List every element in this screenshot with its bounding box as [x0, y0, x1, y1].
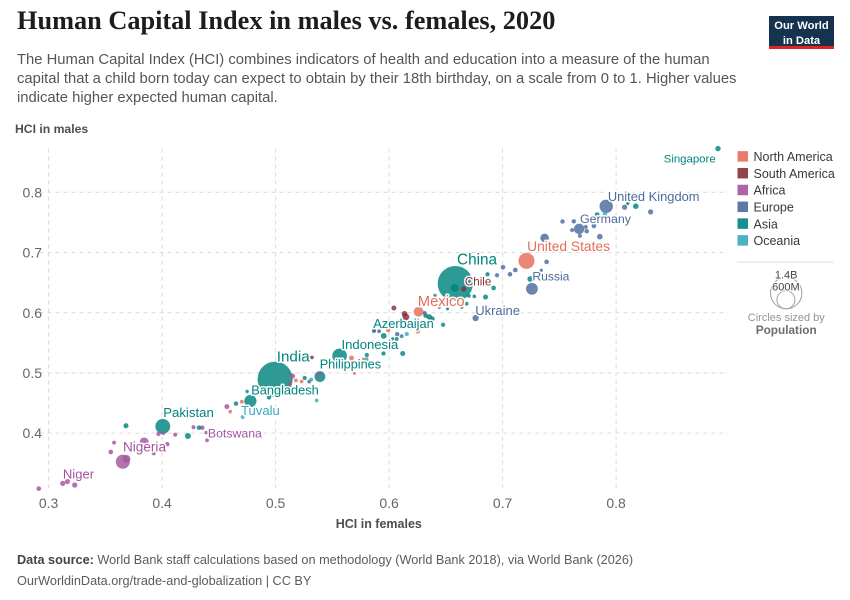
svg-text:Population: Population [756, 323, 817, 337]
svg-text:Niger: Niger [63, 467, 95, 482]
svg-text:HCI in females: HCI in females [336, 517, 422, 531]
svg-text:Russia: Russia [532, 270, 569, 284]
svg-text:Chile: Chile [465, 276, 491, 289]
svg-text:Azerbaijan: Azerbaijan [373, 316, 433, 331]
svg-text:Botswana: Botswana [208, 427, 262, 441]
svg-text:South America: South America [754, 167, 835, 181]
svg-text:1.4B: 1.4B [775, 269, 798, 281]
svg-text:North America: North America [754, 150, 833, 164]
svg-text:0.4: 0.4 [152, 495, 172, 511]
svg-text:Philippines: Philippines [320, 358, 381, 372]
svg-text:Nigeria: Nigeria [123, 440, 167, 455]
svg-text:Tuvalu: Tuvalu [241, 403, 280, 418]
svg-text:Germany: Germany [580, 212, 632, 226]
svg-text:0.6: 0.6 [23, 305, 43, 321]
svg-text:HCI in males: HCI in males [15, 122, 88, 136]
svg-text:0.5: 0.5 [266, 495, 286, 511]
svg-text:Circles sized by: Circles sized by [748, 312, 826, 324]
svg-text:United Kingdom: United Kingdom [608, 189, 700, 204]
svg-text:0.7: 0.7 [493, 495, 513, 511]
svg-text:0.6: 0.6 [379, 495, 399, 511]
svg-text:India: India [277, 348, 310, 365]
svg-text:Europe: Europe [754, 201, 794, 215]
svg-text:0.4: 0.4 [23, 425, 43, 441]
svg-text:0.7: 0.7 [23, 245, 43, 261]
svg-text:Singapore: Singapore [664, 154, 716, 166]
svg-text:600M: 600M [772, 281, 800, 293]
svg-text:Oceania: Oceania [754, 234, 801, 248]
svg-text:Indonesia: Indonesia [342, 337, 400, 352]
svg-text:United States: United States [527, 239, 610, 254]
svg-text:0.8: 0.8 [23, 184, 43, 200]
svg-text:Asia: Asia [754, 217, 778, 231]
svg-text:0.5: 0.5 [23, 365, 43, 381]
svg-text:Bangladesh: Bangladesh [251, 383, 319, 398]
svg-text:Mexico: Mexico [418, 294, 465, 310]
svg-text:Africa: Africa [754, 184, 786, 198]
svg-text:0.8: 0.8 [606, 495, 626, 511]
svg-text:Pakistan: Pakistan [163, 405, 214, 420]
svg-text:Ukraine: Ukraine [475, 303, 520, 318]
svg-text:0.3: 0.3 [39, 495, 59, 511]
svg-text:China: China [457, 251, 497, 268]
